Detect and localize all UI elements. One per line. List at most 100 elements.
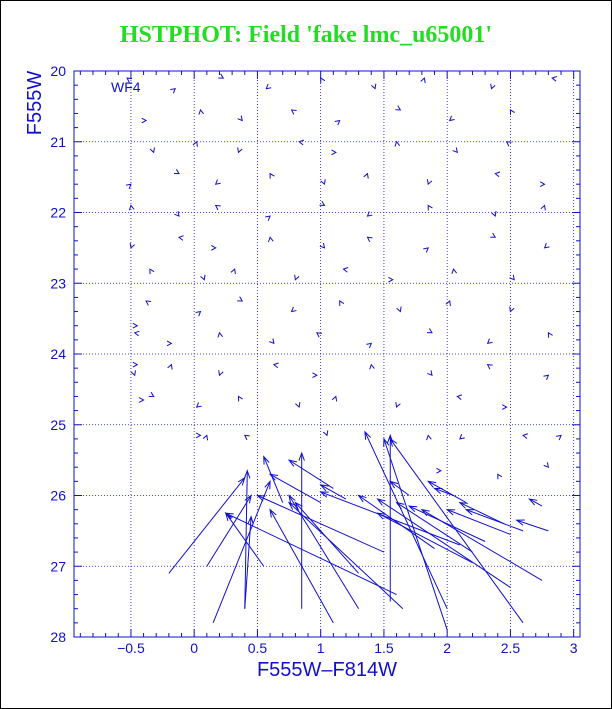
small-marker: [130, 370, 136, 377]
small-marker: [509, 274, 515, 281]
vector-shaft: [225, 512, 265, 567]
vector-arrow: [528, 498, 543, 507]
vector-shaft: [295, 502, 359, 574]
small-marker: [426, 434, 432, 441]
small-marker: [125, 183, 132, 190]
small-marker: [211, 245, 217, 251]
small-marker: [177, 235, 184, 241]
y-tick-label: 25: [50, 417, 66, 433]
y-tick-label: 23: [50, 275, 66, 291]
vector-head: [395, 501, 405, 510]
vector-head: [528, 498, 538, 506]
small-marker: [426, 179, 433, 186]
vector-head: [288, 494, 296, 504]
small-marker: [366, 342, 373, 349]
ticks: −0.5 0 0.5 1 1.5 2 2.5 3 20 21 22 23 24 25 26 27 28: [50, 63, 580, 656]
small-marker: [290, 306, 297, 313]
vector-head: [389, 437, 398, 447]
small-marker: [396, 306, 402, 313]
vector-arrow: [206, 494, 252, 567]
small-marker: [170, 88, 176, 94]
small-marker: [543, 462, 550, 468]
small-marker: [322, 430, 329, 437]
vector-arrow: [256, 494, 385, 553]
x-tick-label: 1.5: [374, 640, 394, 656]
small-marker: [486, 364, 493, 370]
panel-label: WF4: [111, 79, 141, 95]
vector-shaft: [320, 484, 347, 500]
vector-shaft: [212, 481, 271, 624]
vector-head: [376, 498, 386, 506]
small-marker: [497, 473, 503, 480]
vector-arrow: [287, 501, 404, 610]
small-marker: [319, 242, 326, 249]
small-marker: [363, 172, 369, 179]
vector-head: [407, 505, 418, 513]
vector-arrow: [319, 484, 347, 500]
small-marker: [195, 432, 202, 439]
small-marker: [491, 211, 497, 218]
small-marker: [427, 204, 433, 211]
small-marker: [126, 77, 133, 83]
small-marker: [145, 300, 152, 306]
small-marker: [195, 310, 202, 317]
vector-arrow: [319, 491, 461, 546]
small-marker: [312, 372, 318, 379]
small-marker: [132, 322, 139, 329]
vector-shaft: [459, 502, 505, 525]
small-marker: [490, 83, 496, 90]
vector-shaft: [389, 438, 524, 624]
small-marker: [268, 236, 274, 243]
small-marker: [166, 340, 173, 347]
vector-shaft: [358, 495, 435, 549]
small-marker: [459, 434, 465, 440]
vector-arrow: [464, 509, 524, 532]
small-marker: [230, 268, 236, 275]
vector-head: [515, 519, 525, 526]
vector-arrow: [268, 473, 321, 504]
small-marker: [265, 83, 272, 90]
vector-arrow: [383, 437, 448, 631]
grid: [74, 70, 580, 638]
vector-head: [264, 479, 271, 490]
small-marker: [290, 109, 297, 115]
small-marker: [133, 330, 140, 337]
vector-shaft: [409, 505, 486, 542]
small-marker: [218, 370, 224, 377]
small-marker: [490, 232, 497, 238]
small-marker: [427, 370, 433, 377]
small-marker: [342, 267, 349, 273]
small-marker: [494, 171, 501, 178]
small-marker: [366, 211, 373, 217]
y-tick-label: 21: [50, 134, 66, 150]
vector-head: [287, 459, 297, 467]
small-marker: [543, 243, 550, 249]
small-marker: [334, 119, 341, 126]
small-marker: [198, 108, 205, 115]
vectors: [168, 430, 549, 631]
small-markers: [125, 73, 562, 480]
vector-head: [287, 501, 297, 510]
small-marker: [370, 83, 377, 90]
vector-arrow: [224, 512, 265, 567]
vector-head: [269, 508, 277, 518]
small-marker: [509, 109, 515, 115]
small-marker: [272, 362, 279, 369]
vector-shaft: [446, 509, 511, 535]
small-marker: [551, 76, 558, 82]
vector-shaft: [288, 502, 404, 610]
small-marker: [331, 395, 338, 402]
small-marker: [505, 141, 512, 147]
vector-head: [464, 509, 475, 516]
y-tick-label: 26: [50, 488, 66, 504]
vector-arrow: [224, 512, 397, 596]
small-marker: [149, 268, 155, 275]
vector-arrow: [263, 455, 284, 503]
vector-shaft: [516, 519, 549, 532]
small-marker: [388, 276, 394, 283]
vector-arrow: [515, 519, 549, 532]
vector-arrow: [298, 451, 305, 609]
vector-arrow: [389, 480, 410, 496]
vector-shaft: [427, 480, 467, 504]
